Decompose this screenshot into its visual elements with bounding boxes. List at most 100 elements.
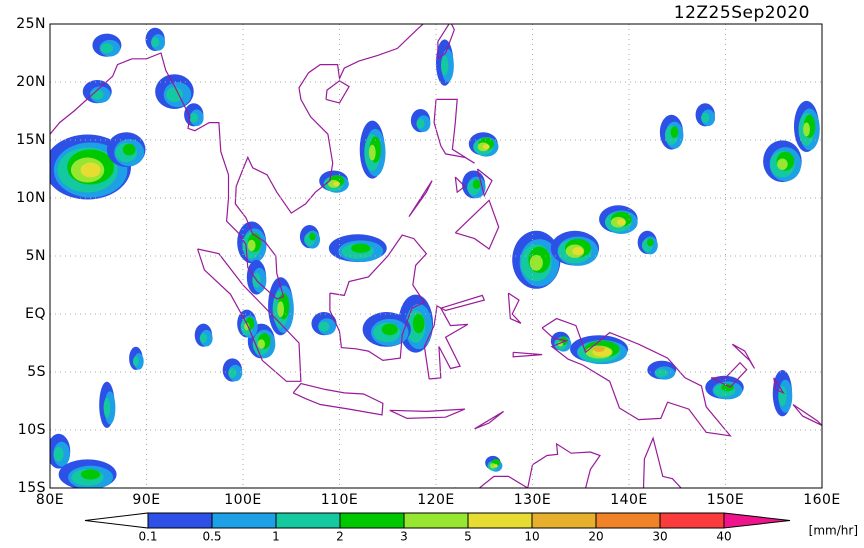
- rain-patch: [721, 383, 734, 392]
- colorbar-bin: [275, 512, 341, 529]
- lon-label: 80E: [36, 492, 64, 508]
- rain-patch: [151, 37, 160, 48]
- lon-label: 100E: [224, 492, 262, 508]
- rain-patch: [351, 243, 371, 253]
- coastline: [512, 351, 543, 358]
- precipitation-layer: [50, 27, 820, 488]
- coastline: [389, 408, 466, 420]
- coastline: [50, 24, 425, 300]
- lon-label: 110E: [321, 492, 359, 508]
- lon-label: 160E: [803, 492, 841, 508]
- timestamp: 12Z25Sep2020: [674, 3, 810, 23]
- rain-patch: [103, 397, 111, 418]
- lon-label: 130E: [514, 492, 552, 508]
- lat-label: 15S: [18, 480, 46, 496]
- coastline: [792, 404, 822, 426]
- coastlines: [50, 24, 822, 488]
- rain-patch: [80, 469, 101, 480]
- colorbar-label: 30: [652, 530, 667, 544]
- coastline: [454, 436, 682, 488]
- rain-patch: [803, 122, 810, 137]
- colorbar-label: 5: [464, 530, 472, 544]
- rain-patch: [572, 247, 584, 256]
- colorbar-label: 2: [336, 530, 344, 544]
- rain-patch: [257, 339, 265, 349]
- rain-patch: [228, 368, 237, 378]
- colorbar-over: [723, 512, 791, 529]
- rain-patch: [529, 254, 543, 271]
- lat-label: 10N: [16, 190, 46, 206]
- colorbar-bin: [339, 512, 405, 529]
- colorbar-unit: [mm/hr]: [809, 524, 858, 538]
- coastline: [197, 248, 302, 382]
- coastline: [423, 294, 486, 380]
- rain-patch: [199, 333, 208, 344]
- coastline: [292, 382, 384, 416]
- rain-patch: [777, 158, 788, 170]
- lat-label: 25N: [16, 16, 46, 32]
- rain-patch: [122, 143, 136, 156]
- rain-patch: [778, 386, 787, 407]
- rain-patch: [593, 346, 605, 352]
- grid: [50, 24, 822, 488]
- colorbar-label: 20: [588, 530, 603, 544]
- colorbar-bin: [531, 512, 597, 529]
- colorbar-label: 10: [524, 530, 539, 544]
- colorbar-label: 40: [716, 530, 731, 544]
- coastline: [773, 377, 785, 395]
- coastline: [476, 168, 493, 198]
- colorbar-bin: [147, 512, 213, 529]
- rain-patch: [309, 232, 316, 241]
- lat-label: 10S: [18, 422, 46, 438]
- rain-patch: [482, 144, 490, 150]
- map-frame: [49, 23, 823, 489]
- coastline: [454, 199, 500, 250]
- coastline: [710, 361, 748, 388]
- rain-patch: [244, 322, 250, 331]
- coastline: [731, 343, 756, 369]
- rain-patch: [189, 112, 198, 123]
- rain-patch: [440, 55, 449, 76]
- coastline: [408, 180, 433, 217]
- colorbar-label: 0.5: [202, 530, 221, 544]
- rain-patch: [381, 323, 398, 336]
- rain-patch: [53, 446, 64, 462]
- rain-patch: [489, 463, 496, 469]
- rain-patch: [247, 239, 256, 252]
- rain-patch: [91, 89, 104, 100]
- rain-patch: [277, 301, 285, 318]
- lon-label: 150E: [707, 492, 745, 508]
- coastline: [433, 98, 475, 164]
- lat-label: 15N: [16, 132, 46, 148]
- rain-patch: [80, 162, 101, 178]
- coastline: [329, 234, 428, 362]
- lon-label: 90E: [132, 492, 160, 508]
- rain-patch: [318, 321, 330, 332]
- lat-label: EQ: [25, 306, 46, 322]
- rain-patch: [670, 126, 679, 138]
- rain-patch: [616, 218, 626, 226]
- rain-patch: [368, 144, 376, 161]
- coastline: [541, 317, 732, 437]
- colorbar-label: 3: [400, 530, 408, 544]
- rain-patch: [647, 238, 654, 247]
- coastline: [325, 80, 350, 104]
- colorbar: 0.1 0.5 1 2 3 5 10 20 30 40 [mm/hr]: [84, 512, 858, 544]
- rain-patch: [333, 181, 341, 187]
- rain-patch: [494, 464, 498, 468]
- coastline: [454, 176, 466, 194]
- rain-patch: [166, 87, 183, 103]
- coastline: [507, 292, 522, 324]
- rain-patch: [701, 112, 710, 123]
- colorbar-bin: [467, 512, 533, 529]
- colorbar-label: 0.1: [138, 530, 157, 544]
- coastline: [474, 410, 504, 430]
- colorbar-bin: [211, 512, 277, 529]
- rain-patch: [416, 118, 425, 129]
- colorbar-under: [84, 512, 149, 529]
- rain-patch: [655, 369, 668, 377]
- rain-patch: [412, 313, 425, 334]
